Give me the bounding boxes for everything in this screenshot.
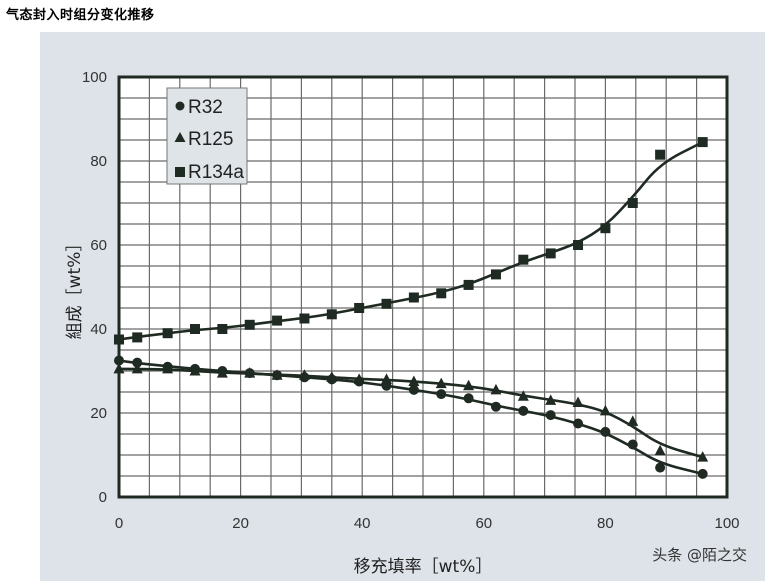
x-tick-label: 100 xyxy=(714,515,739,532)
square-marker-icon xyxy=(132,332,143,343)
triangle-marker-icon xyxy=(244,367,256,378)
square-marker-icon xyxy=(573,240,584,250)
legend: R32 R125 R134a xyxy=(166,87,248,185)
x-tick-label: 20 xyxy=(232,515,249,532)
circle-marker-icon xyxy=(463,393,474,404)
plot-frame xyxy=(117,75,729,499)
triangle-marker-icon xyxy=(517,390,529,401)
circle-marker-icon xyxy=(436,389,447,400)
y-tick-label: 80 xyxy=(90,153,107,170)
square-marker-icon xyxy=(190,324,200,334)
triangle-marker-icon xyxy=(697,451,709,462)
circle-marker-icon xyxy=(573,418,584,429)
triangle-marker-icon xyxy=(174,132,186,142)
circle-marker-icon xyxy=(627,439,638,450)
triangle-marker-icon xyxy=(353,373,365,384)
legend-label: R125 xyxy=(188,129,233,150)
circle-marker-icon xyxy=(545,410,556,421)
y-tick-label: 60 xyxy=(90,237,107,254)
fit-line-r125 xyxy=(119,367,704,459)
legend-item-r134a: R134a xyxy=(175,162,244,183)
circle-marker-icon xyxy=(175,101,185,111)
square-marker-icon xyxy=(627,198,638,208)
circle-marker-icon xyxy=(697,468,708,479)
circle-marker-icon xyxy=(490,401,501,412)
triangle-marker-icon xyxy=(326,371,338,382)
square-marker-icon xyxy=(326,309,337,320)
legend-label: R134a xyxy=(188,162,244,183)
square-marker-icon xyxy=(436,288,447,299)
circle-marker-icon xyxy=(408,384,419,395)
data-points xyxy=(113,137,709,479)
square-marker-icon xyxy=(162,328,173,339)
x-tick-label: 0 xyxy=(115,515,123,532)
square-marker-icon xyxy=(408,292,419,303)
square-marker-icon xyxy=(175,167,185,177)
circle-marker-icon xyxy=(518,405,529,416)
triangle-marker-icon xyxy=(162,362,174,374)
circle-marker-icon xyxy=(655,462,666,473)
square-marker-icon xyxy=(518,254,529,265)
triangle-marker-icon xyxy=(545,394,557,405)
square-marker-icon xyxy=(463,279,474,290)
y-tick-label: 0 xyxy=(99,489,107,506)
square-marker-icon xyxy=(545,248,556,259)
triangle-marker-icon xyxy=(599,404,611,416)
y-axis-title: 組成［wt%］ xyxy=(65,235,85,340)
triangle-marker-icon xyxy=(271,369,283,380)
square-marker-icon xyxy=(272,315,283,326)
fit-line-r32 xyxy=(118,359,703,476)
legend-item-r32: R32 xyxy=(175,97,223,118)
legend-item-r125: R125 xyxy=(174,129,233,150)
fit-lines xyxy=(118,140,704,476)
legend-label: R32 xyxy=(188,97,223,118)
square-marker-icon xyxy=(299,313,310,324)
y-tick-labels: 0 20 40 60 80 100 xyxy=(82,69,107,506)
fit-line-r134a xyxy=(118,140,704,341)
square-marker-icon xyxy=(217,324,228,334)
triangle-marker-icon xyxy=(490,383,502,395)
triangle-marker-icon xyxy=(216,367,228,378)
triangle-marker-icon xyxy=(572,396,584,407)
triangle-marker-icon xyxy=(435,377,447,389)
triangle-marker-icon xyxy=(654,444,666,456)
square-marker-icon xyxy=(697,137,708,148)
x-tick-label: 60 xyxy=(475,515,492,532)
triangle-marker-icon xyxy=(408,375,420,386)
triangle-marker-icon xyxy=(131,362,143,374)
circle-marker-icon xyxy=(132,357,143,368)
triangle-marker-icon xyxy=(189,365,201,376)
square-marker-icon xyxy=(354,303,365,313)
square-marker-icon xyxy=(490,269,501,280)
page-title: 气态封入时组分变化推移 xyxy=(6,8,155,23)
x-axis-title: 移充填率［wt%］ xyxy=(354,557,493,577)
square-marker-icon xyxy=(244,319,255,330)
triangle-marker-icon xyxy=(627,415,639,426)
y-tick-label: 20 xyxy=(90,405,107,422)
circle-marker-icon xyxy=(600,426,611,437)
triangle-marker-icon xyxy=(381,373,393,384)
square-marker-icon xyxy=(655,149,666,160)
square-marker-icon xyxy=(600,223,611,234)
y-tick-label: 40 xyxy=(90,321,107,338)
square-marker-icon xyxy=(381,298,392,309)
y-tick-label: 100 xyxy=(82,69,107,86)
triangle-marker-icon xyxy=(463,379,475,391)
triangle-marker-icon xyxy=(298,369,310,380)
x-tick-label: 80 xyxy=(597,515,614,532)
x-tick-labels: 0 20 40 60 80 100 xyxy=(115,515,740,532)
x-tick-label: 40 xyxy=(354,515,371,532)
watermark: 头条 @陌之交 xyxy=(652,546,747,564)
